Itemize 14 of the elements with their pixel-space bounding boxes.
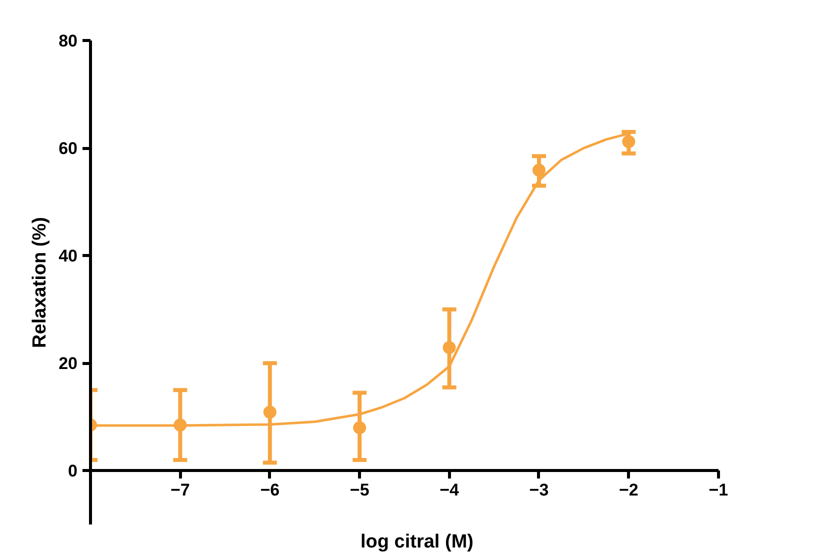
y-tick-label: 60 (58, 139, 78, 158)
x-tick-label: −3 (529, 480, 549, 500)
x-tick-label: −5 (350, 480, 370, 500)
x-tick-label: −2 (618, 480, 638, 500)
x-tick-label: −1 (708, 480, 728, 500)
y-tick-label: 80 (58, 32, 78, 50)
x-tick-label: −4 (440, 480, 460, 500)
x-tick-label: −7 (170, 480, 190, 500)
x-tick-label: −6 (260, 480, 280, 500)
y-tick-label: 0 (68, 462, 78, 481)
x-axis-title: log citral (M) (360, 532, 474, 552)
y-axis-title: Relaxation (%) (30, 217, 51, 348)
y-tick-label: 40 (58, 246, 78, 266)
y-tick-label: 20 (58, 354, 78, 374)
